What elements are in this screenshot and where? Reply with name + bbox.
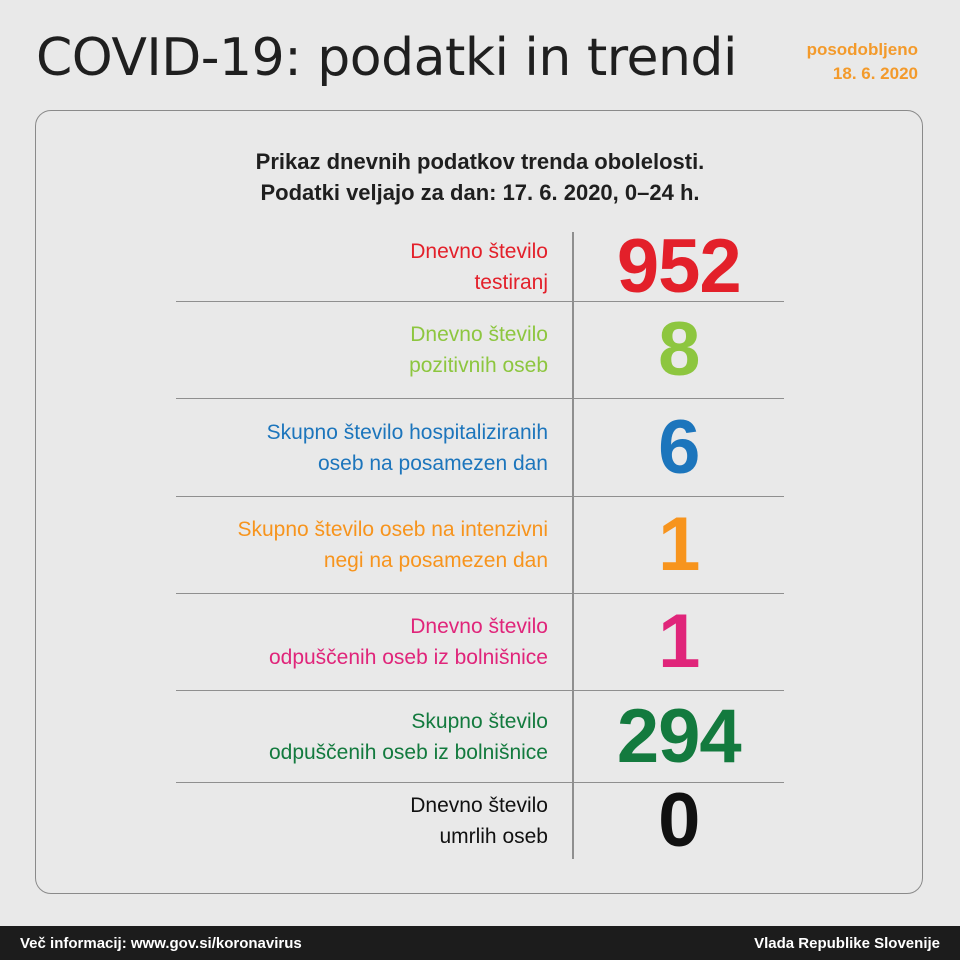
stat-row-hospitalized: Skupno število hospitaliziranih oseb na … [176, 399, 784, 497]
stat-label-line1: Skupno število hospitaliziranih [266, 420, 548, 444]
stat-label-line2: oseb na posamezen dan [317, 451, 548, 475]
page-title: COVID-19: podatki in trendi [36, 28, 737, 88]
stat-value: 1 [658, 599, 700, 684]
stat-value: 6 [658, 404, 700, 490]
stat-label-line2: odpuščenih oseb iz bolnišnice [268, 646, 548, 669]
updated-label: posodobljeno [806, 40, 918, 59]
stat-label: Dnevno število testiranj [176, 232, 572, 301]
stat-label-line1: Dnevno število [410, 794, 548, 817]
stat-label: Dnevno število odpuščenih oseb iz bolniš… [176, 594, 572, 690]
stat-label: Skupno število odpuščenih oseb iz bolniš… [176, 691, 572, 782]
column-divider [572, 594, 574, 690]
stat-label-line1: Skupno število oseb na intenzivni [237, 518, 548, 541]
column-divider [572, 691, 574, 782]
card-subtitle-line1: Prikaz dnevnih podatkov trenda obolelost… [255, 149, 705, 174]
updated-date: 18. 6. 2020 [832, 64, 918, 83]
stat-label-line2: negi na posamezen dan [323, 549, 548, 572]
stats-table: Dnevno število testiranj 952 Dnevno štev… [176, 223, 784, 859]
stat-row-intensive-care: Skupno število oseb na intenzivni negi n… [176, 497, 784, 594]
footer-org: Vlada Republike Slovenije [754, 934, 940, 952]
stat-label-line2: umrlih oseb [439, 825, 548, 848]
column-divider [572, 399, 574, 496]
stat-label-line1: Dnevno število [410, 615, 548, 638]
stat-value: 1 [658, 502, 700, 587]
stat-label-line2: odpuščenih oseb iz bolnišnice [268, 740, 548, 764]
stat-value: 952 [616, 223, 742, 309]
stat-label-line1: Skupno število [411, 709, 548, 733]
footer-bar: Več informacij: www.gov.si/koronavirus V… [0, 926, 960, 960]
stat-row-daily-positive: Dnevno število pozitivnih oseb 8 [176, 302, 784, 399]
column-divider [572, 302, 574, 398]
stat-row-daily-deaths: Dnevno število umrlih oseb 0 [176, 783, 784, 859]
stat-row-daily-discharged: Dnevno število odpuščenih oseb iz bolniš… [176, 594, 784, 691]
stat-value: 0 [658, 778, 700, 863]
stat-label-line2: testiranj [474, 270, 548, 294]
card-subtitle-line2: Podatki veljajo za dan: 17. 6. 2020, 0–2… [260, 180, 700, 205]
stat-label: Skupno število hospitaliziranih oseb na … [176, 399, 572, 496]
stat-label: Dnevno število pozitivnih oseb [176, 302, 572, 398]
stat-label-line2: pozitivnih oseb [409, 354, 548, 377]
update-info: posodobljeno 18. 6. 2020 [807, 38, 918, 86]
stat-label: Skupno število oseb na intenzivni negi n… [176, 497, 572, 593]
stat-row-total-discharged: Skupno število odpuščenih oseb iz bolniš… [176, 691, 784, 783]
stat-value: 294 [616, 693, 742, 779]
footer-more-info[interactable]: Več informacij: www.gov.si/koronavirus [20, 934, 302, 952]
stat-label-line1: Dnevno število [410, 239, 548, 263]
stats-card [35, 110, 923, 894]
column-divider [572, 497, 574, 593]
stat-value: 8 [658, 307, 700, 392]
column-divider [572, 783, 574, 859]
column-divider [572, 232, 574, 301]
stat-label-line1: Dnevno število [410, 323, 548, 346]
stat-label: Dnevno število umrlih oseb [176, 783, 572, 859]
stat-row-daily-tests: Dnevno število testiranj 952 [176, 223, 784, 309]
